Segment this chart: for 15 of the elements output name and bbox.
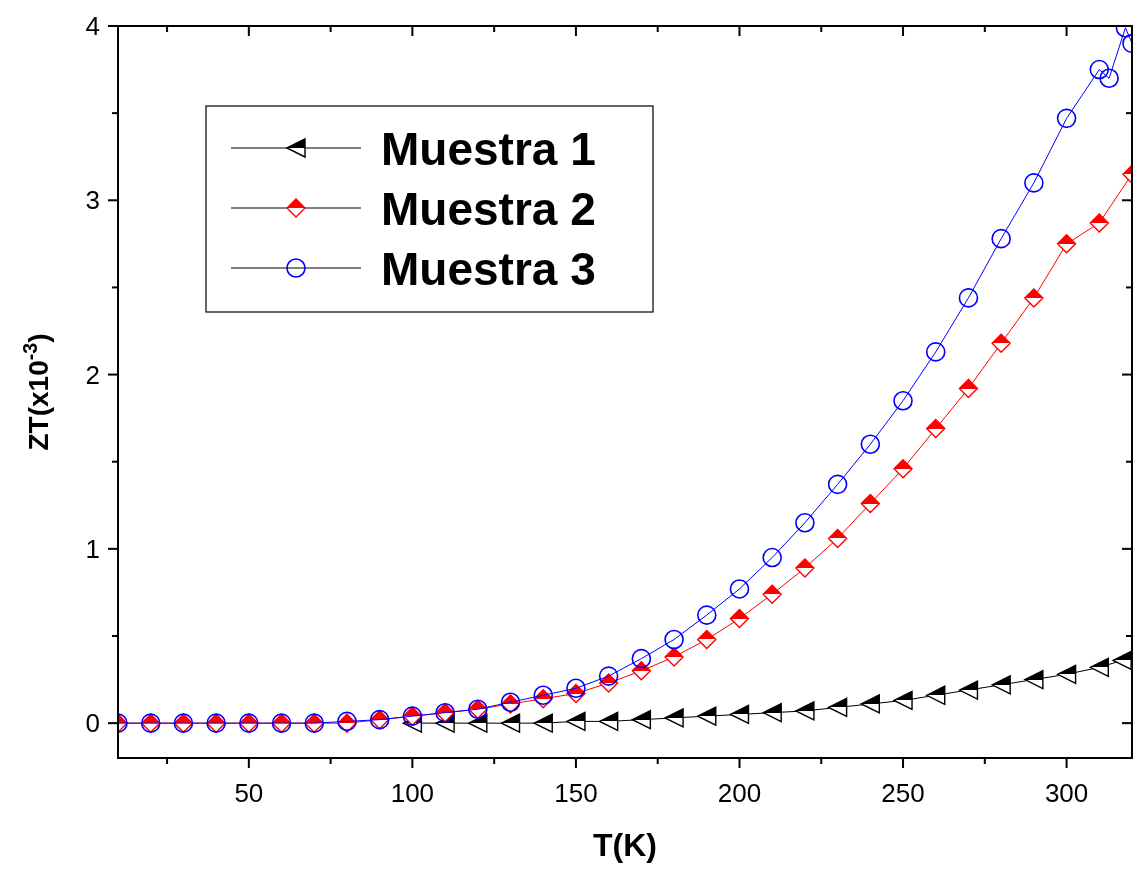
y-tick-label: 2 [85,359,100,390]
y-tick-label: 3 [85,185,100,216]
y-tick-label: 4 [85,11,100,41]
x-tick-label: 300 [1044,778,1089,808]
legend-label: Muestra 3 [381,243,596,295]
legend-label: Muestra 1 [381,123,596,175]
x-tick-label: 250 [881,778,925,808]
y-tick-label: 1 [85,533,100,564]
x-tick-label: 200 [717,778,762,808]
x-tick-label: 50 [234,778,264,808]
x-axis-title: T(K) [593,827,657,863]
x-tick-label: 150 [554,778,598,808]
y-tick-label: 0 [85,708,100,739]
legend-label: Muestra 2 [381,183,596,235]
x-tick-label: 100 [390,778,435,808]
